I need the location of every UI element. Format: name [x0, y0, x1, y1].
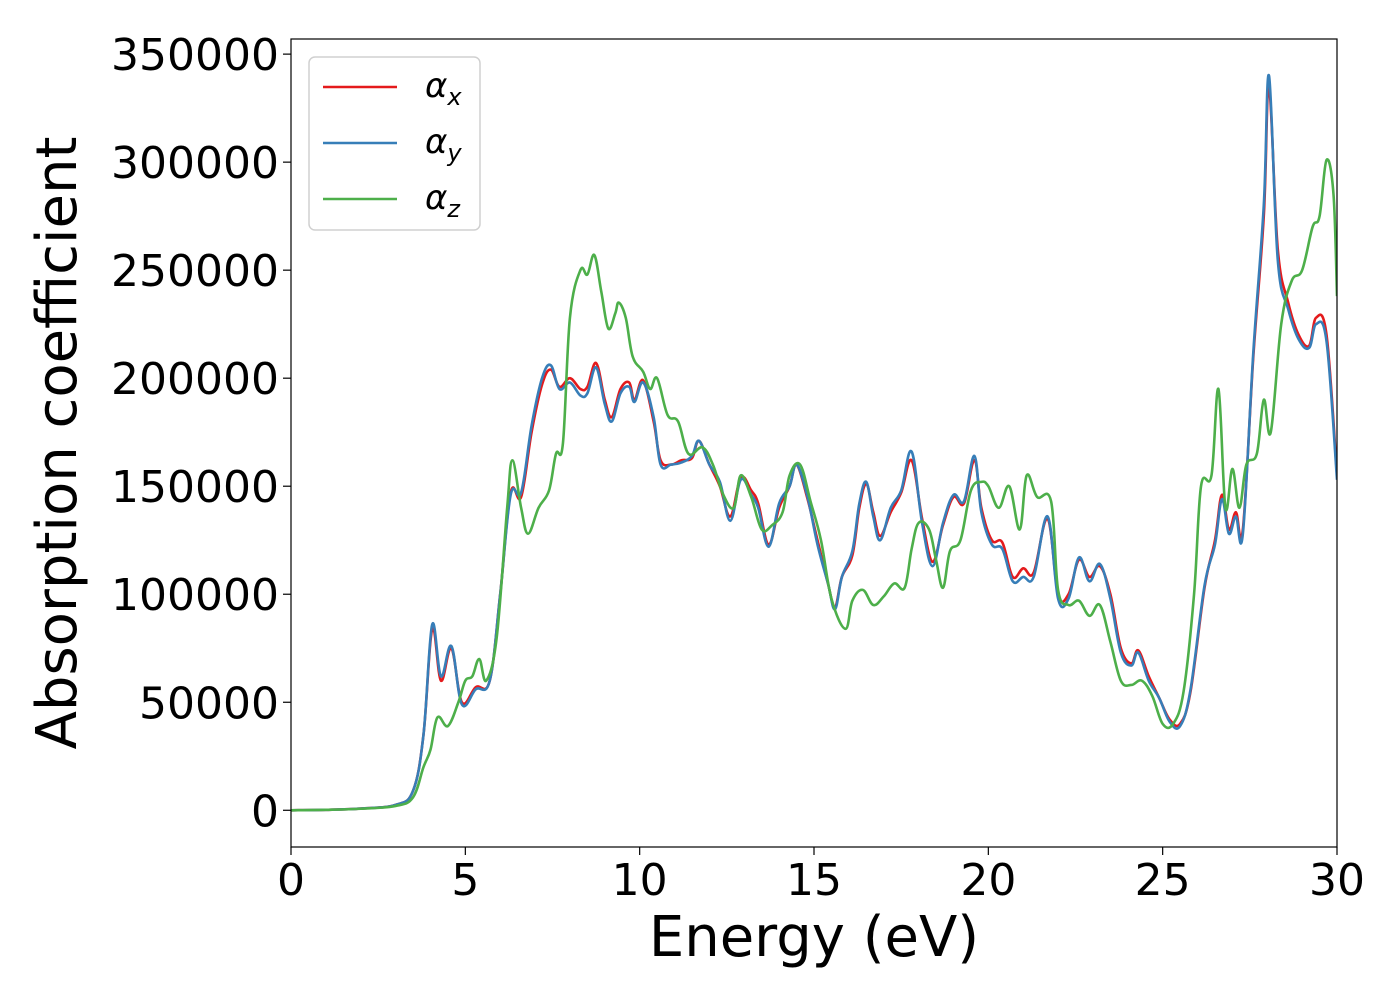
series-line-alpha-y	[291, 73, 1337, 812]
series-line-alpha-z	[291, 158, 1337, 812]
x-tick-label: 5	[451, 855, 479, 906]
y-tick-label: 0	[251, 786, 279, 837]
x-tick-label: 20	[960, 855, 1016, 906]
y-tick-label: 200000	[111, 354, 279, 405]
x-tick-label: 25	[1135, 855, 1191, 906]
y-tick-label: 100000	[111, 570, 279, 621]
x-tick-label: 10	[612, 855, 668, 906]
x-axis-title: Energy (eV)	[649, 905, 979, 970]
x-tick-label: 0	[277, 855, 305, 906]
y-tick-label: 50000	[139, 678, 279, 729]
y-axis-title: Absorption coefficient	[25, 137, 90, 750]
y-tick-label: 250000	[111, 246, 279, 297]
x-tick-label: 30	[1309, 855, 1365, 906]
y-tick-label: 300000	[111, 138, 279, 189]
x-tick-label: 15	[786, 855, 842, 906]
y-tick-label: 150000	[111, 462, 279, 513]
y-tick-label: 350000	[111, 30, 279, 81]
legend-label-alpha-y: αy	[425, 122, 462, 167]
